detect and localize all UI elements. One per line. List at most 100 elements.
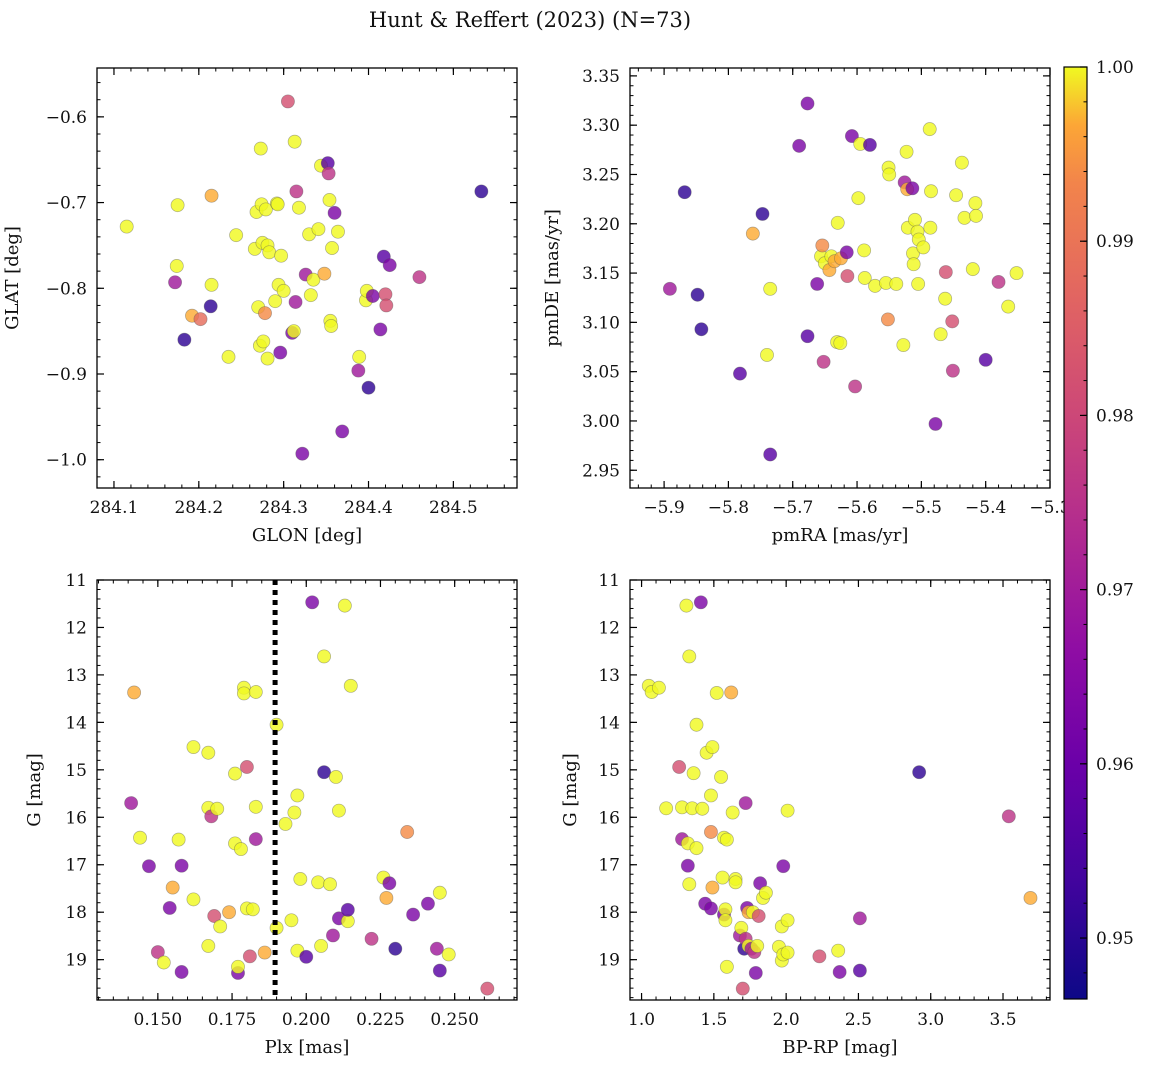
scatter-point [286, 324, 301, 339]
scatter-point [969, 208, 983, 223]
x-axis-label: Plx [mas] [265, 1037, 350, 1058]
scatter-point [679, 598, 694, 613]
y-tick-label: 16 [598, 808, 620, 828]
plx-g-frame [96, 579, 518, 1001]
scatter-point [288, 295, 303, 309]
x-axis-label: BP-RP [mag] [782, 1037, 897, 1058]
y-tick-label: 3.30 [582, 116, 620, 136]
scatter-point [945, 314, 960, 329]
scatter-point [234, 842, 248, 857]
scatter-point [221, 349, 236, 364]
scatter-point [889, 276, 904, 291]
x-tick-label: 2.5 [845, 1010, 872, 1030]
scatter-point [165, 880, 180, 895]
scatter-point [314, 938, 329, 953]
pmra-pmde-points [662, 96, 1024, 462]
scatter-point [810, 276, 825, 291]
scatter-point [965, 262, 980, 277]
y-tick-label: 13 [598, 666, 620, 686]
scatter-point [776, 859, 791, 874]
scatter-point [204, 277, 219, 292]
y-tick-label: 11 [598, 571, 620, 591]
scatter-point [705, 880, 720, 895]
y-tick-label: −0.9 [46, 365, 87, 385]
scatter-point [337, 598, 352, 613]
scatter-point [290, 788, 305, 803]
scatter-point [680, 858, 695, 873]
x-tick-label: 0.150 [134, 1010, 183, 1030]
scatter-point [324, 319, 339, 333]
scatter-point [168, 275, 183, 290]
scatter-point [715, 870, 730, 885]
x-tick-label: −5.3 [1029, 498, 1070, 518]
scatter-point [916, 240, 931, 255]
colorbar: 0.95 0.96 0.97 0.98 0.99 1.00 [1063, 58, 1134, 1000]
scatter-point [709, 685, 724, 700]
scatter-point [429, 941, 444, 956]
scatter-point [830, 215, 845, 230]
x-tick-label: −5.9 [643, 498, 684, 518]
scatter-point [124, 796, 139, 811]
scatter-point [162, 900, 177, 915]
scatter-point [328, 769, 343, 784]
glon-glat-ticks: 284.1 284.2 284.3 284.4 284.5 −0.6 −0.7 −0.8 −0.… [46, 68, 517, 518]
scatter-point [844, 129, 859, 143]
y-tick-label: 17 [65, 856, 87, 876]
y-axis-label: G [mag] [560, 753, 581, 826]
scatter-point [991, 274, 1006, 289]
scatter-point [792, 138, 807, 153]
scatter-point [406, 907, 421, 922]
scatter-point [748, 965, 763, 980]
scatter-point [763, 281, 778, 296]
scatter-point [311, 875, 326, 890]
x-tick-label: 1.0 [628, 1010, 655, 1030]
scatter-point [303, 288, 318, 303]
scatter-point [763, 447, 778, 462]
scatter-point [441, 947, 456, 962]
scatter-point [287, 805, 302, 820]
y-tick-label: 17 [598, 856, 620, 876]
y-tick-label: 18 [598, 903, 620, 923]
y-tick-label: 14 [598, 713, 620, 733]
y-tick-label: −1.0 [46, 451, 87, 471]
scatter-point [169, 259, 184, 273]
scatter-point [412, 270, 427, 285]
y-tick-label: 16 [65, 808, 87, 828]
scatter-point [780, 945, 795, 960]
scatter-point [831, 943, 846, 958]
x-tick-label: −5.6 [836, 498, 877, 518]
scatter-point [800, 96, 815, 111]
scatter-point [693, 595, 708, 610]
scatter-point [1001, 809, 1016, 824]
colorbar-tick-label: 0.96 [1096, 755, 1134, 775]
x-axis-label: pmRA [mas/yr] [772, 525, 909, 546]
scatter-point [432, 885, 447, 900]
y-tick-label: 15 [598, 761, 620, 781]
scatter-point [933, 327, 948, 342]
scatter-point [725, 805, 740, 820]
scatter-point [207, 909, 222, 923]
colorbar-tick-label: 0.99 [1096, 232, 1134, 252]
scatter-point [840, 269, 855, 283]
x-tick-label: 0.225 [356, 1010, 405, 1030]
scatter-point [938, 265, 953, 280]
scatter-point [695, 801, 710, 816]
figure-title: Hunt & Reffert (2023) (N=73) [369, 8, 691, 32]
scatter-point [204, 188, 219, 203]
scatter-point [816, 354, 831, 369]
scatter-point [119, 219, 134, 234]
scatter-point [851, 191, 866, 206]
scatter-point [295, 446, 310, 461]
y-tick-label: 3.15 [582, 264, 620, 284]
y-tick-label: −0.7 [46, 194, 87, 214]
y-tick-label: 3.20 [582, 215, 620, 235]
scatter-point [689, 717, 704, 732]
bprp-g-points [641, 595, 1038, 996]
scatter-point [242, 949, 257, 964]
scatter-point [954, 155, 969, 170]
scatter-point [331, 803, 346, 818]
scatter-point [177, 332, 192, 347]
scatter-point [229, 228, 244, 243]
scatter-point [203, 299, 218, 314]
